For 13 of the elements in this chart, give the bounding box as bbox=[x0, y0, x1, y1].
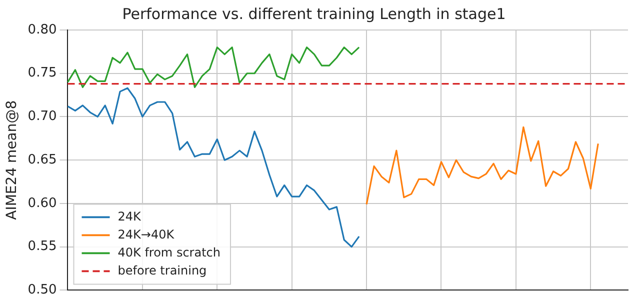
y-axis-title: AIME24 mean@8 bbox=[4, 100, 20, 220]
y-tick-label: 0.80 bbox=[28, 22, 57, 38]
y-tick-label: 0.55 bbox=[28, 239, 57, 254]
legend-label: 40K from scratch bbox=[118, 245, 220, 260]
legend-label: before training bbox=[118, 263, 207, 278]
y-tick-label: 0.75 bbox=[28, 66, 57, 81]
legend-label: 24K bbox=[118, 209, 142, 224]
y-tick-label: 0.50 bbox=[28, 282, 57, 298]
legend-label: 24K→40K bbox=[118, 227, 176, 242]
chart-title: Performance vs. different training Length in stage1 bbox=[122, 4, 506, 23]
y-tick-label: 0.60 bbox=[28, 196, 57, 211]
y-tick-label: 0.70 bbox=[28, 109, 57, 124]
y-tick-label: 0.65 bbox=[28, 152, 57, 168]
